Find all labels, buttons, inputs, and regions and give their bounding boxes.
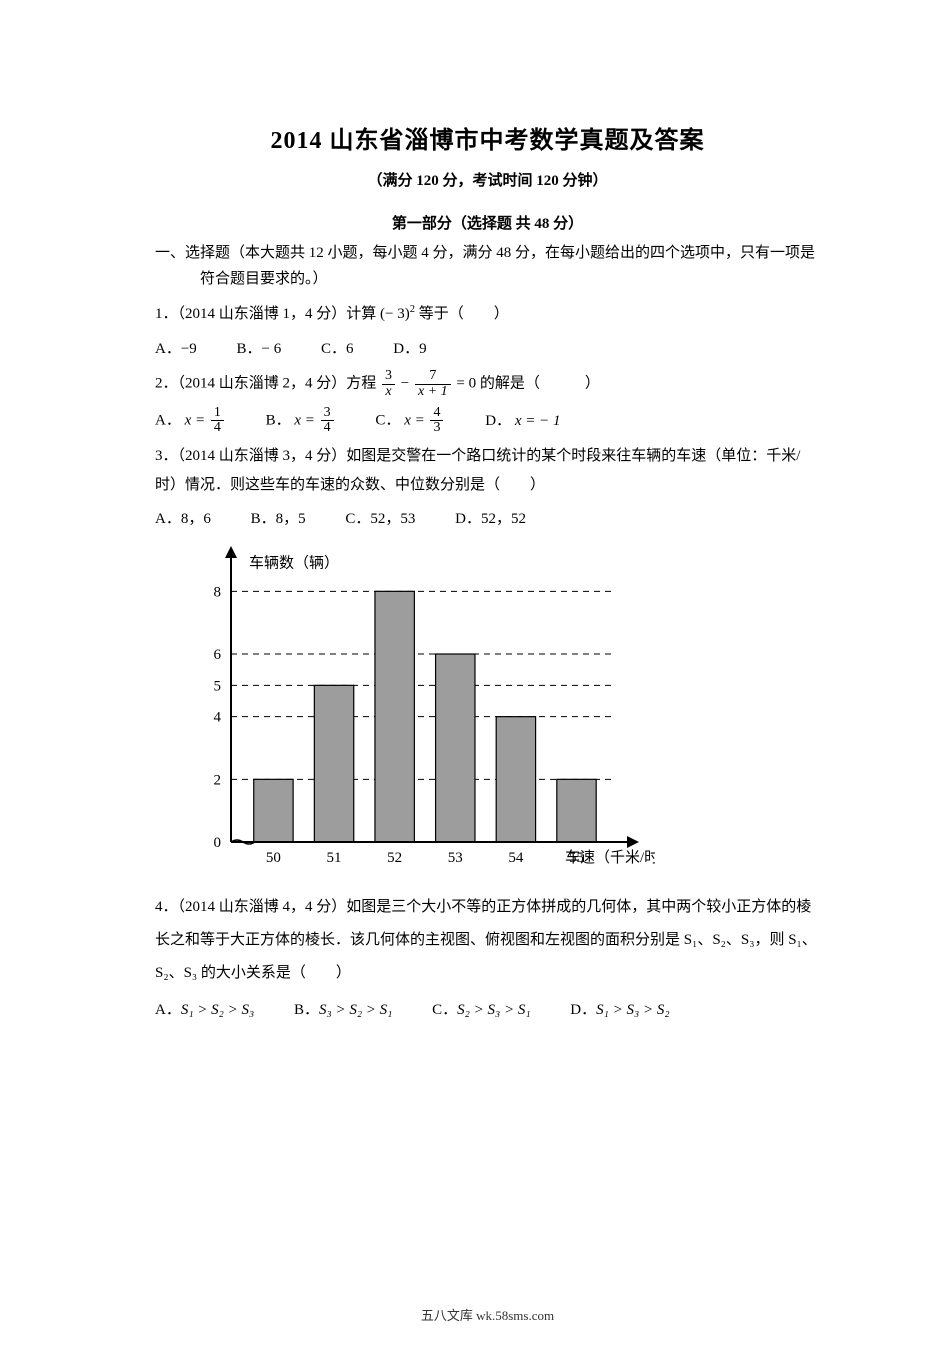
- q3-optA: A．8，6: [155, 505, 211, 534]
- question-4: 4．（2014 山东淄博 4，4 分）如图是三个大小不等的正方体拼成的几何体，其…: [155, 891, 820, 990]
- q2-optB: B． x = 3 4: [266, 406, 336, 436]
- q2-optC-num: 4: [430, 406, 443, 422]
- q1-stem-suffix: 等于（ ）: [415, 306, 509, 322]
- q4-optD: D．S₁ > S₃ > S₂: [570, 996, 669, 1025]
- q4-optA-rel: S₁ > S₂ > S₃: [181, 1002, 254, 1018]
- q2-optA-den: 4: [211, 421, 224, 436]
- q4-optA-label: A．: [155, 1002, 181, 1018]
- svg-text:54: 54: [508, 850, 524, 866]
- svg-text:6: 6: [214, 647, 222, 663]
- q1-optB: B．− 6: [237, 335, 282, 364]
- q4-optC-rel: S₂ > S₃ > S₁: [457, 1002, 530, 1018]
- q1-optC: C．6: [321, 335, 354, 364]
- q2-optA-frac: 1 4: [211, 406, 224, 436]
- q4-optB: B．S₃ > S₂ > S₁: [294, 996, 392, 1025]
- section-header: 第一部分（选择题 共 48 分）: [155, 212, 820, 233]
- q2-optC-eq: x =: [404, 412, 425, 428]
- q3-optD: D．52，52: [455, 505, 526, 534]
- svg-text:0: 0: [214, 835, 222, 851]
- q4-optC: C．S₂ > S₃ > S₁: [432, 996, 530, 1025]
- q2-frac2: 7 x + 1: [415, 369, 451, 399]
- q3-optB: B．8，5: [251, 505, 306, 534]
- svg-text:车辆数（辆）: 车辆数（辆）: [249, 554, 339, 571]
- svg-text:50: 50: [266, 850, 281, 866]
- q2-frac2-den: x + 1: [415, 385, 451, 400]
- svg-text:5: 5: [214, 678, 222, 694]
- footer: 五八文库 wk.58sms.com: [155, 1305, 820, 1324]
- q2-options: A． x = 1 4 B． x = 3 4 C． x = 4 3 D． x: [155, 406, 820, 436]
- q4-optB-rel: S₃ > S₂ > S₁: [319, 1002, 392, 1018]
- q2-frac1-num: 3: [382, 369, 395, 385]
- q2-frac1-den: x: [382, 385, 395, 400]
- q2-optB-frac: 3 4: [321, 406, 334, 436]
- q2-frac1: 3 x: [382, 369, 395, 399]
- q2-optB-label: B．: [266, 412, 291, 428]
- q4-optD-rel: S₁ > S₃ > S₂: [596, 1002, 669, 1018]
- svg-text:53: 53: [448, 850, 463, 866]
- instructions: 一、选择题（本大题共 12 小题，每小题 4 分，满分 48 分，在每小题给出的…: [155, 241, 820, 292]
- q1-optA: A．−9: [155, 335, 197, 364]
- q2-optC-den: 3: [430, 421, 443, 436]
- title: 2014 山东省淄博市中考数学真题及答案: [155, 120, 820, 155]
- svg-text:车速（千米/时）: 车速（千米/时）: [565, 849, 655, 866]
- q2-optC-frac: 4 3: [430, 406, 443, 436]
- bar-chart-svg: 505152535455024568车辆数（辆）车速（千米/时）: [155, 540, 655, 880]
- svg-text:8: 8: [214, 584, 222, 600]
- q1-options: A．−9 B．− 6 C．6 D．9: [155, 335, 820, 364]
- q4-options: A．S₁ > S₂ > S₃ B．S₃ > S₂ > S₁ C．S₂ > S₃ …: [155, 996, 820, 1025]
- question-2: 2．（2014 山东淄博 2，4 分）方程 3 x − 7 x + 1 = 0 …: [155, 369, 820, 399]
- svg-text:4: 4: [214, 710, 222, 726]
- q2-optA-num: 1: [211, 406, 224, 422]
- q2-optA-eq: x =: [185, 412, 206, 428]
- q2-minus: −: [401, 376, 413, 392]
- q2-optD-eq: x = − 1: [515, 413, 561, 429]
- svg-text:2: 2: [214, 772, 222, 788]
- q4-optC-label: C．: [432, 1002, 457, 1018]
- q2-stem-suffix: = 0 的解是（ ）: [456, 376, 599, 392]
- q2-optD-label: D．: [485, 413, 511, 429]
- q2-optB-num: 3: [321, 406, 334, 422]
- subtitle: （满分 120 分，考试时间 120 分钟）: [155, 169, 820, 190]
- q2-optC-label: C．: [375, 412, 400, 428]
- q2-frac2-num: 7: [415, 369, 451, 385]
- page: 2014 山东省淄博市中考数学真题及答案 （满分 120 分，考试时间 120 …: [0, 0, 950, 1364]
- q1-optD: D．9: [393, 335, 426, 364]
- q4-optA: A．S₁ > S₂ > S₃: [155, 996, 254, 1025]
- q2-optA-label: A．: [155, 412, 181, 428]
- q4-optD-label: D．: [570, 1002, 596, 1018]
- q2-optA: A． x = 1 4: [155, 406, 226, 436]
- q2-optB-eq: x =: [294, 412, 315, 428]
- q2-stem-prefix: 2．（2014 山东淄博 2，4 分）方程: [155, 376, 380, 392]
- question-1: 1．（2014 山东淄博 1，4 分）计算 (− 3)2 等于（ ）: [155, 300, 820, 329]
- svg-text:51: 51: [327, 850, 342, 866]
- q3-options: A．8，6 B．8，5 C．52，53 D．52，52: [155, 505, 820, 534]
- q2-optB-den: 4: [321, 421, 334, 436]
- q2-optD: D． x = − 1: [485, 407, 560, 436]
- q2-optC: C． x = 4 3: [375, 406, 445, 436]
- svg-text:52: 52: [387, 850, 402, 866]
- bar-chart: 505152535455024568车辆数（辆）车速（千米/时）: [155, 540, 820, 885]
- question-3: 3．（2014 山东淄博 3，4 分）如图是交警在一个路口统计的某个时段来往车辆…: [155, 442, 820, 499]
- q3-optC: C．52，53: [345, 505, 415, 534]
- q1-stem-prefix: 1．（2014 山东淄博 1，4 分）计算 (− 3): [155, 306, 410, 322]
- q4-optB-label: B．: [294, 1002, 319, 1018]
